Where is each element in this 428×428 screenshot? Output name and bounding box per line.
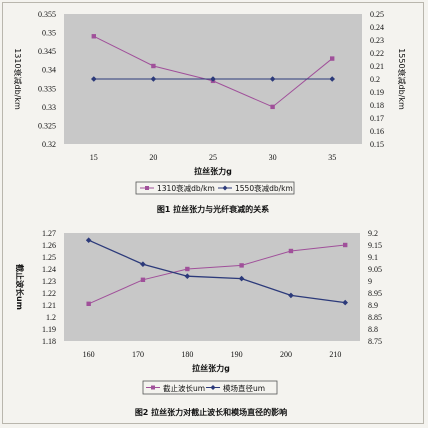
- chart-2-ytick-label: 1.23: [42, 277, 56, 286]
- chart-2-series-0-point: [185, 266, 190, 272]
- chart-2-y2tick-label: 8.8: [368, 325, 378, 334]
- chart-2-y2tick-label: 8.75: [368, 337, 382, 346]
- chart-1-ytick-label: 0.335: [38, 84, 56, 93]
- chart-1-xtick-label: 25: [209, 153, 217, 162]
- chart-2-series-1-point: [140, 261, 146, 267]
- chart-2-xtick-label: 180: [181, 350, 193, 359]
- chart-1-xtick-label: 35: [328, 153, 336, 162]
- chart-1-y2tick-label: 0.2: [370, 75, 380, 84]
- chart-2-y2tick-label: 8.85: [368, 313, 382, 322]
- chart-1-ytick-label: 0.32: [42, 140, 56, 149]
- chart-2-series-1-point: [342, 299, 348, 306]
- chart-1-ytick-label: 0.34: [42, 66, 56, 75]
- chart-1-ytick-label: 0.345: [38, 47, 56, 56]
- chart-2-y2tick-label: 9.1: [368, 253, 378, 262]
- chart-2-xtick-label: 200: [280, 350, 292, 359]
- chart-2-xtick-label: 160: [83, 350, 95, 359]
- chart-2-ytick-label: 1.19: [42, 325, 56, 334]
- chart-2-series-line-0: [88, 244, 346, 305]
- chart-2-ytick-label: 1.27: [42, 229, 56, 238]
- chart-2-caption: 图2 拉丝张力对截止波长和模场直径的影响: [135, 407, 287, 417]
- chart-2-xtick-label: 190: [231, 350, 243, 359]
- chart-2-ytick-label: 1.21: [42, 301, 56, 310]
- chart-1-series-0-point: [270, 104, 275, 110]
- chart-2-series-0-point: [140, 277, 146, 282]
- chart-1-y2tick-label: 0.19: [370, 88, 384, 97]
- chart-1-legend: [135, 181, 295, 195]
- chart-2-ylabel: 截止波长um: [15, 264, 25, 310]
- chart-1-y2tick-label: 0.25: [370, 10, 384, 19]
- chart-2-series-0-point: [288, 248, 294, 254]
- chart-1-xtick-label: 30: [269, 153, 277, 162]
- chart-2-xtick-label: 210: [329, 350, 341, 359]
- chart-1-legend-marker-1310: [145, 186, 149, 190]
- chart-2-series-1-point: [184, 273, 191, 279]
- chart-1-y2tick-label: 0.16: [370, 127, 384, 136]
- chart-2-y2tick-label: 9.05: [368, 265, 382, 274]
- chart-2-ytick-label: 1.22: [42, 289, 56, 298]
- chart-2-ytick-label: 1.18: [42, 337, 56, 346]
- chart-1-legend-marker-1550: [222, 185, 228, 191]
- chart-1-y2tick-label: 0.22: [370, 49, 384, 58]
- chart-2-y2tick-label: 9: [368, 277, 372, 286]
- chart-2-y2tick-label: 8.95: [368, 289, 382, 298]
- chart-2-series-1-point: [288, 292, 294, 299]
- chart-2-series-1-point: [238, 275, 245, 282]
- chart-2-xtick-label: 170: [132, 350, 144, 359]
- chart-1-xtick-label: 20: [149, 153, 157, 162]
- chart-1: 0.32 0.325 0.33 0.335 0.34 0.345 0.35 0.355 0.1…: [13, 10, 407, 214]
- chart-2-series-1-point: [85, 237, 92, 243]
- chart-1-ylabel: 1310衰减db/km: [13, 48, 23, 110]
- chart-2-y2tick-label: 9.2: [368, 229, 378, 238]
- chart-2-series-0-point: [86, 301, 91, 306]
- chart-1-series-0-point: [330, 56, 335, 61]
- chart-1-series-1-point: [91, 76, 97, 82]
- chart-1-xtick-label: 15: [90, 153, 98, 162]
- chart-1-legend-label-1310: 1310衰减db/km: [157, 183, 215, 193]
- chart-2: 1.181.191.21.211.221.231.241.251.261.27 …: [15, 229, 382, 417]
- chart-2-xlabel: 拉丝张力g: [192, 363, 230, 373]
- chart-1-y2tick-label: 0.23: [370, 36, 384, 45]
- chart-2-legend-label-cutoff: 截止波长um: [163, 383, 205, 393]
- chart-1-series-1-point: [329, 76, 335, 82]
- chart-1-legend-label-1550: 1550衰减db/km: [235, 183, 293, 193]
- chart-1-series-0-point: [91, 34, 96, 39]
- chart-2-series-0-point: [343, 242, 348, 248]
- chart-1-series-0-point: [151, 63, 156, 69]
- chart-1-series-1-point: [210, 76, 216, 82]
- chart-2-legend-marker-mfd: [210, 385, 216, 390]
- chart-2-y2tick-label: 8.9: [368, 301, 378, 310]
- chart-2-series-0-point: [239, 263, 244, 268]
- chart-1-xlabel: 拉丝张力g: [194, 166, 232, 176]
- chart-1-y2tick-label: 0.17: [370, 114, 384, 123]
- chart-2-ytick-label: 1.2: [46, 313, 56, 322]
- chart-1-caption: 图1 拉丝张力与光纤衰减的关系: [157, 204, 269, 214]
- chart-1-series-1-point: [150, 76, 157, 82]
- chart-2-legend-marker-cutoff: [151, 385, 155, 390]
- chart-1-y2tick-label: 0.21: [370, 62, 384, 71]
- chart-2-ytick-label: 1.24: [42, 265, 56, 274]
- chart-1-ytick-label: 0.33: [42, 103, 56, 112]
- chart-2-ytick-label: 1.25: [42, 253, 56, 262]
- chart-2-legend-label-mfd: 模场直径um: [223, 383, 265, 393]
- chart-1-y2tick-label: 0.24: [370, 23, 384, 32]
- chart-1-y2label: 1550衰减db/km: [397, 48, 407, 110]
- chart-2-y2tick-label: 9.15: [368, 241, 382, 250]
- chart-1-y2tick-label: 0.15: [370, 140, 384, 149]
- chart-1-y2tick-label: 0.18: [370, 101, 384, 110]
- chart-1-ytick-label: 0.325: [38, 121, 56, 130]
- chart-2-ytick-label: 1.26: [42, 241, 56, 250]
- chart-1-ytick-label: 0.35: [42, 29, 56, 38]
- chart-2-series-line-1: [88, 239, 346, 304]
- chart-1-ytick-label: 0.355: [38, 10, 56, 19]
- chart-1-series-1-point: [269, 76, 276, 82]
